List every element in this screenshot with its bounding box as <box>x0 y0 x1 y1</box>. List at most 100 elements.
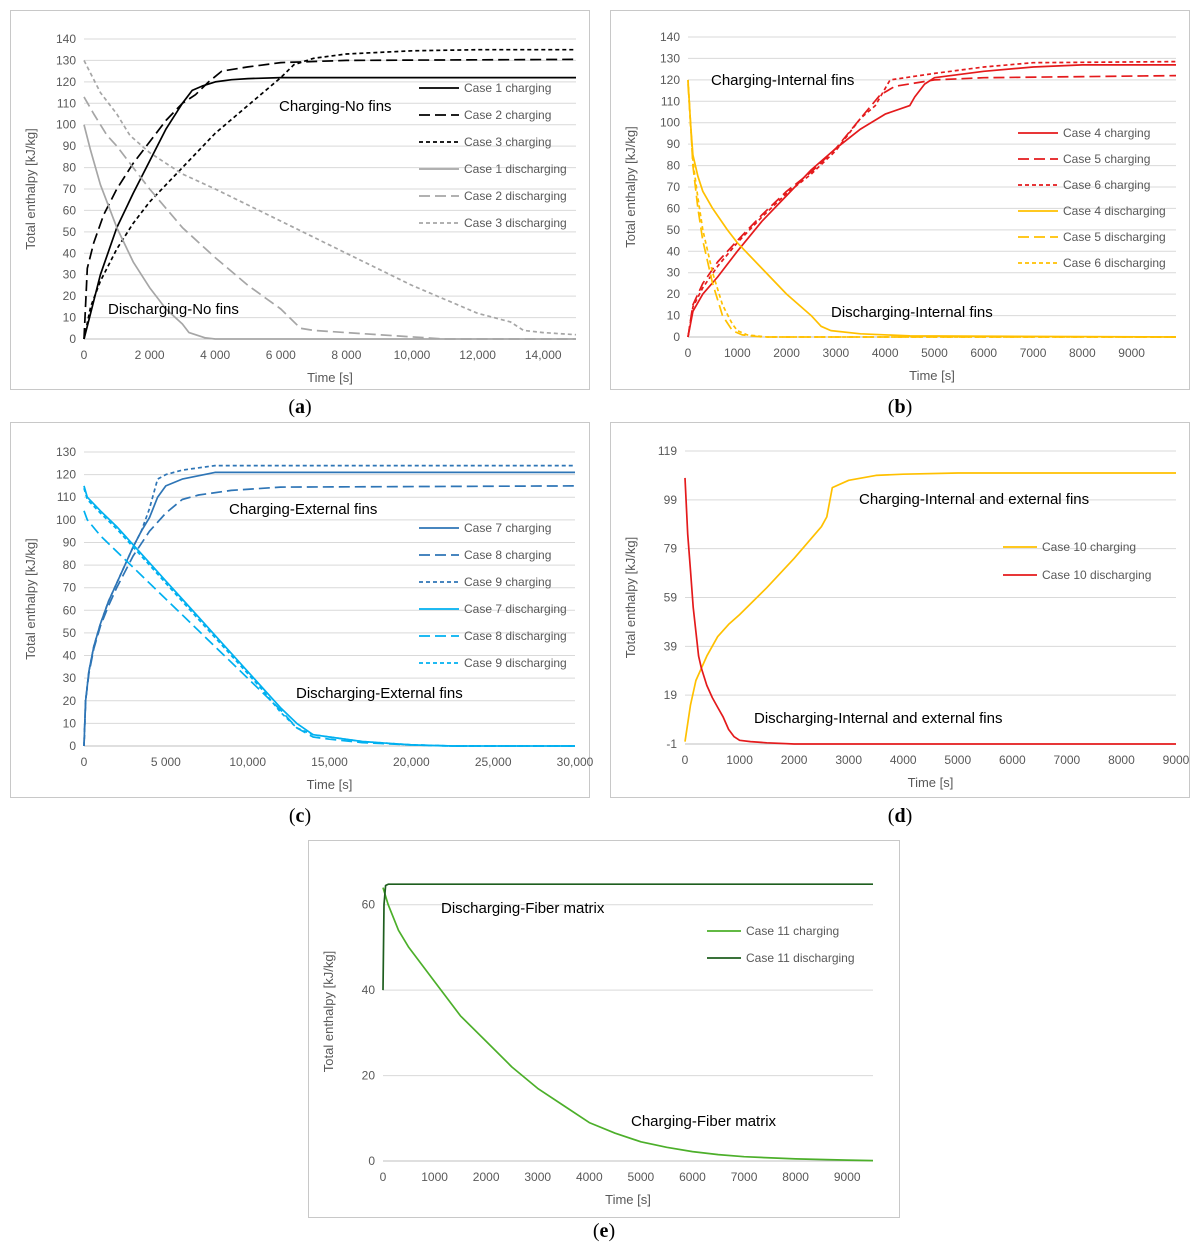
y-tick-label: -1 <box>666 737 677 751</box>
y-tick-label: 20 <box>63 289 77 303</box>
y-tick-label: 140 <box>660 30 680 44</box>
panel-label-d: (d) <box>887 805 913 827</box>
legend-label: Case 5 charging <box>1063 152 1150 166</box>
y-tick-label: 70 <box>63 182 77 196</box>
series-line <box>83 124 576 340</box>
x-tick-label: 4 000 <box>200 348 230 362</box>
x-tick-label: 0 <box>685 346 692 360</box>
series-line <box>687 64 1176 338</box>
x-tick-label: 6000 <box>999 753 1026 767</box>
legend-label: Case 10 discharging <box>1042 568 1151 582</box>
series-line <box>83 510 575 747</box>
y-tick-label: 30 <box>667 266 681 280</box>
x-tick-label: 6000 <box>970 346 997 360</box>
y-tick-label: 120 <box>56 75 76 89</box>
y-tick-label: 0 <box>673 330 680 344</box>
legend-label: Case 3 discharging <box>464 216 567 230</box>
series-line <box>382 883 873 991</box>
x-axis-title: Time [s] <box>605 1192 651 1207</box>
panel-label-e: (e) <box>592 1220 616 1242</box>
chart-svg-b: 0 10 20 30 40 50 60 70 80 90 100 110 120 130 140 0 1000 2… <box>623 30 1177 383</box>
y-tick-label: 120 <box>56 468 76 482</box>
x-tick-label: 9000 <box>834 1170 861 1184</box>
y-tick-label: 140 <box>56 32 76 46</box>
y-axis-title: Total enthalpy [kJ/kg] <box>23 538 38 659</box>
x-tick-label: 2 000 <box>135 348 165 362</box>
x-tick-label: 7000 <box>1020 346 1047 360</box>
y-tick-label: 20 <box>63 694 77 708</box>
chart-svg-c: 0 10 20 30 40 50 60 70 80 90 100 110 120 130 0 5 000 10,… <box>23 445 594 792</box>
legend-label: Case 10 charging <box>1042 540 1136 554</box>
x-tick-label: 4000 <box>872 346 899 360</box>
series-line <box>83 76 576 340</box>
x-tick-label: 8000 <box>782 1170 809 1184</box>
x-tick-label: 5000 <box>921 346 948 360</box>
x-tick-label: 4000 <box>576 1170 603 1184</box>
series-line <box>687 79 1176 338</box>
x-tick-label: 20,000 <box>393 755 430 769</box>
x-tick-label: 9000 <box>1163 753 1190 767</box>
chart-svg-d: -1 19 39 59 79 99 119 0 1000 2000 3000 4000 5000 6000… <box>623 444 1190 790</box>
y-tick-label: 40 <box>362 983 376 997</box>
legend-label: Case 11 discharging <box>746 951 855 965</box>
series-line <box>684 472 1176 742</box>
y-tick-label: 80 <box>63 161 77 175</box>
chart-annotation: Discharging-Internal fins <box>831 304 993 321</box>
legend-label: Case 11 charging <box>746 924 839 938</box>
chart-panel-b: 0 10 20 30 40 50 60 70 80 90 100 110 120 130 140 0 1000 2… <box>610 10 1190 390</box>
x-tick-label: 8 000 <box>331 348 361 362</box>
y-tick-label: 90 <box>667 137 681 151</box>
series-line <box>382 887 874 1162</box>
chart-annotation: Charging-No fins <box>279 98 392 115</box>
y-tick-label: 30 <box>63 268 77 282</box>
chart-annotation: Discharging-Internal and external fins <box>754 710 1002 727</box>
y-tick-label: 0 <box>69 332 76 346</box>
y-tick-label: 110 <box>661 94 680 108</box>
x-tick-label: 3000 <box>823 346 850 360</box>
legend-label: Case 8 discharging <box>464 629 567 643</box>
x-tick-label: 10,000 <box>229 755 266 769</box>
x-tick-label: 6000 <box>679 1170 706 1184</box>
series-line <box>83 96 576 340</box>
y-tick-label: 10 <box>667 309 681 323</box>
chart-panel-a: 0 10 20 30 40 50 60 70 80 90 100 110 120 130 140 0 2 000… <box>10 10 590 390</box>
chart-panel-d: -1 19 39 59 79 99 119 0 1000 2000 3000 4000 5000 6000… <box>610 422 1190 798</box>
y-tick-label: 90 <box>63 139 77 153</box>
series-line <box>83 58 577 340</box>
x-tick-label: 5000 <box>628 1170 655 1184</box>
series-line <box>684 477 1176 745</box>
series-line <box>83 464 575 747</box>
chart-svg-a: 0 10 20 30 40 50 60 70 80 90 100 110 120 130 140 0 2 000… <box>23 32 577 385</box>
y-tick-label: 19 <box>664 688 678 702</box>
y-tick-label: 130 <box>56 445 76 459</box>
y-tick-label: 119 <box>658 444 677 458</box>
chart-annotation: Charging-Fiber matrix <box>631 1113 777 1130</box>
x-tick-label: 0 <box>81 755 88 769</box>
legend-label: Case 7 charging <box>464 521 551 535</box>
y-tick-label: 100 <box>56 118 76 132</box>
legend-label: Case 9 discharging <box>464 656 567 670</box>
chart-annotation: Charging-Internal fins <box>711 72 854 89</box>
chart-annotation: Discharging-No fins <box>108 301 239 318</box>
x-tick-label: 10,000 <box>394 348 431 362</box>
x-tick-label: 3000 <box>524 1170 551 1184</box>
x-tick-label: 5 000 <box>151 755 181 769</box>
y-tick-label: 80 <box>63 558 77 572</box>
x-tick-label: 7000 <box>731 1170 758 1184</box>
x-tick-label: 0 <box>81 348 88 362</box>
legend-label: Case 7 discharging <box>464 602 567 616</box>
y-tick-label: 10 <box>63 311 77 325</box>
y-tick-label: 20 <box>362 1069 376 1083</box>
y-tick-label: 110 <box>57 490 76 504</box>
legend-label: Case 3 charging <box>464 135 551 149</box>
y-tick-label: 60 <box>667 201 681 215</box>
x-tick-label: 1000 <box>724 346 751 360</box>
y-tick-label: 130 <box>56 53 76 67</box>
y-tick-label: 0 <box>69 739 76 753</box>
chart-panel-c: 0 10 20 30 40 50 60 70 80 90 100 110 120 130 0 5 000 10,… <box>10 422 594 798</box>
y-tick-label: 40 <box>63 649 77 663</box>
y-tick-label: 39 <box>664 639 678 653</box>
x-tick-label: 2000 <box>473 1170 500 1184</box>
y-tick-label: 120 <box>660 73 680 87</box>
y-tick-label: 40 <box>667 244 681 258</box>
